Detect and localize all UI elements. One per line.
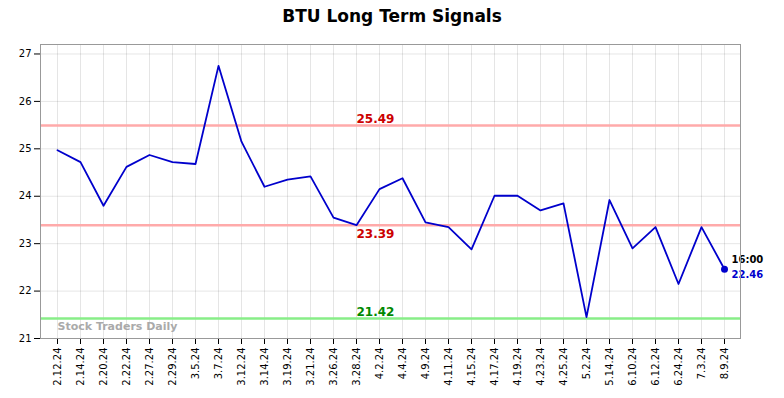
svg-text:3.14.24: 3.14.24 (259, 348, 270, 386)
svg-text:2.14.24: 2.14.24 (75, 348, 86, 386)
svg-text:7.3.24: 7.3.24 (696, 348, 707, 380)
svg-text:4.23.24: 4.23.24 (535, 348, 546, 386)
svg-text:Stock Traders Daily: Stock Traders Daily (58, 320, 178, 333)
svg-text:2.20.24: 2.20.24 (98, 348, 109, 386)
svg-text:4.25.24: 4.25.24 (558, 348, 569, 386)
svg-text:21.42: 21.42 (357, 305, 395, 319)
svg-text:21: 21 (19, 333, 32, 344)
svg-text:2.22.24: 2.22.24 (121, 348, 132, 386)
svg-text:3.19.24: 3.19.24 (282, 348, 293, 386)
svg-text:3.5.24: 3.5.24 (190, 348, 201, 380)
svg-text:4.4.24: 4.4.24 (397, 348, 408, 380)
svg-text:24: 24 (19, 190, 32, 201)
svg-text:2.27.24: 2.27.24 (144, 348, 155, 386)
svg-text:4.17.24: 4.17.24 (489, 348, 500, 386)
svg-text:5.14.24: 5.14.24 (604, 348, 615, 386)
svg-text:25.49: 25.49 (357, 112, 395, 126)
svg-text:8.9.24: 8.9.24 (719, 348, 730, 380)
svg-text:22.46: 22.46 (732, 269, 764, 280)
svg-text:3.12.24: 3.12.24 (236, 348, 247, 386)
svg-text:3.26.24: 3.26.24 (328, 348, 339, 386)
svg-text:6.10.24: 6.10.24 (627, 348, 638, 386)
svg-text:16:00: 16:00 (732, 254, 764, 265)
svg-text:4.9.24: 4.9.24 (420, 348, 431, 380)
svg-text:3.21.24: 3.21.24 (305, 348, 316, 386)
svg-text:5.2.24: 5.2.24 (581, 348, 592, 380)
svg-text:4.2.24: 4.2.24 (374, 348, 385, 380)
svg-text:6.24.24: 6.24.24 (673, 348, 684, 386)
svg-text:3.28.24: 3.28.24 (351, 348, 362, 386)
svg-text:4.15.24: 4.15.24 (466, 348, 477, 386)
svg-text:6.12.24: 6.12.24 (650, 348, 661, 386)
svg-text:25: 25 (19, 143, 32, 154)
svg-text:22: 22 (19, 285, 32, 296)
svg-text:23: 23 (19, 238, 32, 249)
svg-text:4.11.24: 4.11.24 (443, 348, 454, 386)
svg-text:23.39: 23.39 (357, 227, 395, 241)
svg-text:2.12.24: 2.12.24 (52, 348, 63, 386)
html-text:BTU Long Term Signals: BTU Long Term Signals (282, 6, 502, 26)
svg-text:4.19.24: 4.19.24 (512, 348, 523, 386)
svg-text:2.29.24: 2.29.24 (167, 348, 178, 386)
svg-text:26: 26 (19, 96, 32, 107)
svg-text:3.7.24: 3.7.24 (213, 348, 224, 380)
svg-text:27: 27 (19, 48, 32, 59)
